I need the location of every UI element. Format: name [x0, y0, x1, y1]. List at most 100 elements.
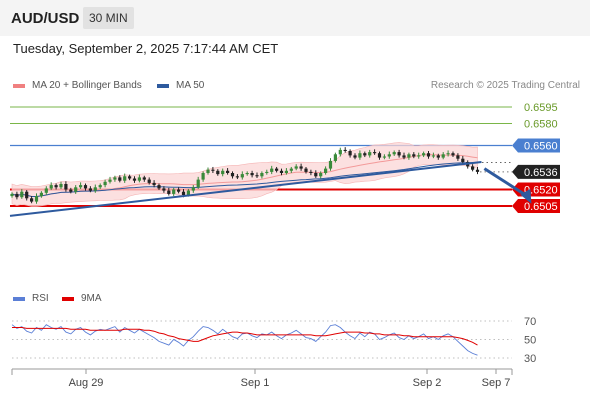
candle-body: [304, 168, 308, 172]
candle: [177, 187, 181, 194]
candle-body: [226, 170, 230, 173]
rsi-tick-label: 30: [524, 353, 536, 365]
rsi-tick-label: 50: [524, 335, 536, 347]
candle: [441, 152, 445, 160]
candle-body: [471, 166, 475, 170]
candle-body: [392, 152, 396, 155]
candle: [123, 173, 127, 183]
projection-arrow-shaft: [483, 167, 530, 199]
candle: [98, 183, 102, 189]
candle: [235, 174, 239, 180]
legend-label-ma50: MA 50: [176, 80, 205, 91]
timeframe-badge[interactable]: 30 MIN: [83, 7, 134, 29]
candle: [211, 166, 215, 173]
candle-body: [64, 184, 68, 190]
candle: [128, 174, 132, 181]
candle-body: [221, 170, 225, 175]
legend-swatch-rsi: [13, 296, 25, 301]
candle-body: [451, 153, 455, 156]
level-tag-5: [512, 199, 560, 213]
candle: [412, 152, 416, 159]
chart-header: AUD/USD 30 MIN: [0, 0, 590, 36]
candle-body: [475, 169, 480, 172]
candle: [142, 175, 146, 182]
candle-body: [196, 179, 200, 188]
candle: [167, 187, 171, 196]
candle: [10, 192, 14, 198]
candle: [240, 171, 244, 180]
candle: [49, 182, 53, 191]
level-label-5: 0.6505: [524, 201, 558, 213]
candle-body: [177, 189, 181, 192]
candle-body: [59, 184, 63, 188]
candle-body: [245, 173, 249, 175]
candle: [294, 164, 298, 171]
candle-body: [338, 149, 342, 155]
candle-body: [49, 185, 53, 189]
x-tick-label: Sep 7: [482, 377, 511, 389]
candle-body: [324, 168, 328, 173]
candle: [368, 149, 372, 158]
candle: [407, 152, 411, 160]
candle: [397, 149, 401, 158]
trendline: [9, 161, 482, 217]
candle-body: [328, 160, 333, 169]
candle: [431, 152, 435, 159]
candle: [162, 186, 166, 193]
legend-ma-bollinger: MA 20 + Bollinger Bands: [13, 80, 142, 91]
level-tag-3: [512, 164, 560, 179]
candle-body: [15, 193, 19, 198]
level-tag-2: [512, 138, 560, 153]
candle-body: [348, 151, 352, 156]
candle: [456, 153, 460, 161]
candle-body: [191, 187, 195, 191]
candle-body: [103, 181, 107, 186]
candle-body: [270, 168, 274, 172]
candle-body: [265, 171, 269, 173]
candle-body: [368, 152, 372, 156]
candle: [245, 171, 249, 176]
legend-ma50: MA 50: [157, 80, 204, 91]
candle-body: [426, 153, 431, 157]
candle-body: [294, 166, 298, 169]
candle: [279, 168, 284, 176]
candle: [446, 150, 450, 157]
candle: [230, 171, 235, 179]
rsi-9ma-line: [12, 327, 478, 346]
candle: [113, 175, 117, 182]
candle: [196, 176, 200, 189]
candle-body: [88, 188, 92, 191]
candle-body: [353, 155, 357, 158]
candle: [255, 172, 259, 178]
level-label-4: 0.6520: [524, 185, 558, 197]
candle: [475, 166, 480, 175]
candle: [299, 163, 303, 171]
candle-body: [431, 155, 435, 157]
candle: [44, 186, 48, 195]
candle: [319, 171, 323, 179]
candle-body: [201, 173, 205, 180]
candle-body: [93, 187, 97, 191]
candle: [358, 150, 362, 160]
candle-body: [128, 176, 132, 179]
legend-label-rsi-ma: 9MA: [81, 293, 102, 304]
candle: [373, 149, 377, 155]
candle: [275, 166, 279, 173]
legend-rsi-ma: 9MA: [62, 293, 102, 304]
candle: [387, 151, 391, 159]
candle-body: [44, 188, 48, 193]
projection-arrow-head: [520, 188, 532, 204]
x-tick-label: Aug 29: [69, 377, 104, 389]
candle: [265, 169, 269, 175]
candle: [426, 151, 431, 159]
level-label-0: 0.6595: [524, 102, 558, 114]
candle-body: [250, 173, 254, 176]
candle: [108, 176, 112, 184]
candle-body: [382, 156, 386, 158]
candle: [20, 188, 24, 199]
candle: [461, 155, 465, 164]
candle-body: [69, 189, 73, 192]
candle-body: [275, 168, 279, 171]
candle-body: [157, 185, 161, 189]
